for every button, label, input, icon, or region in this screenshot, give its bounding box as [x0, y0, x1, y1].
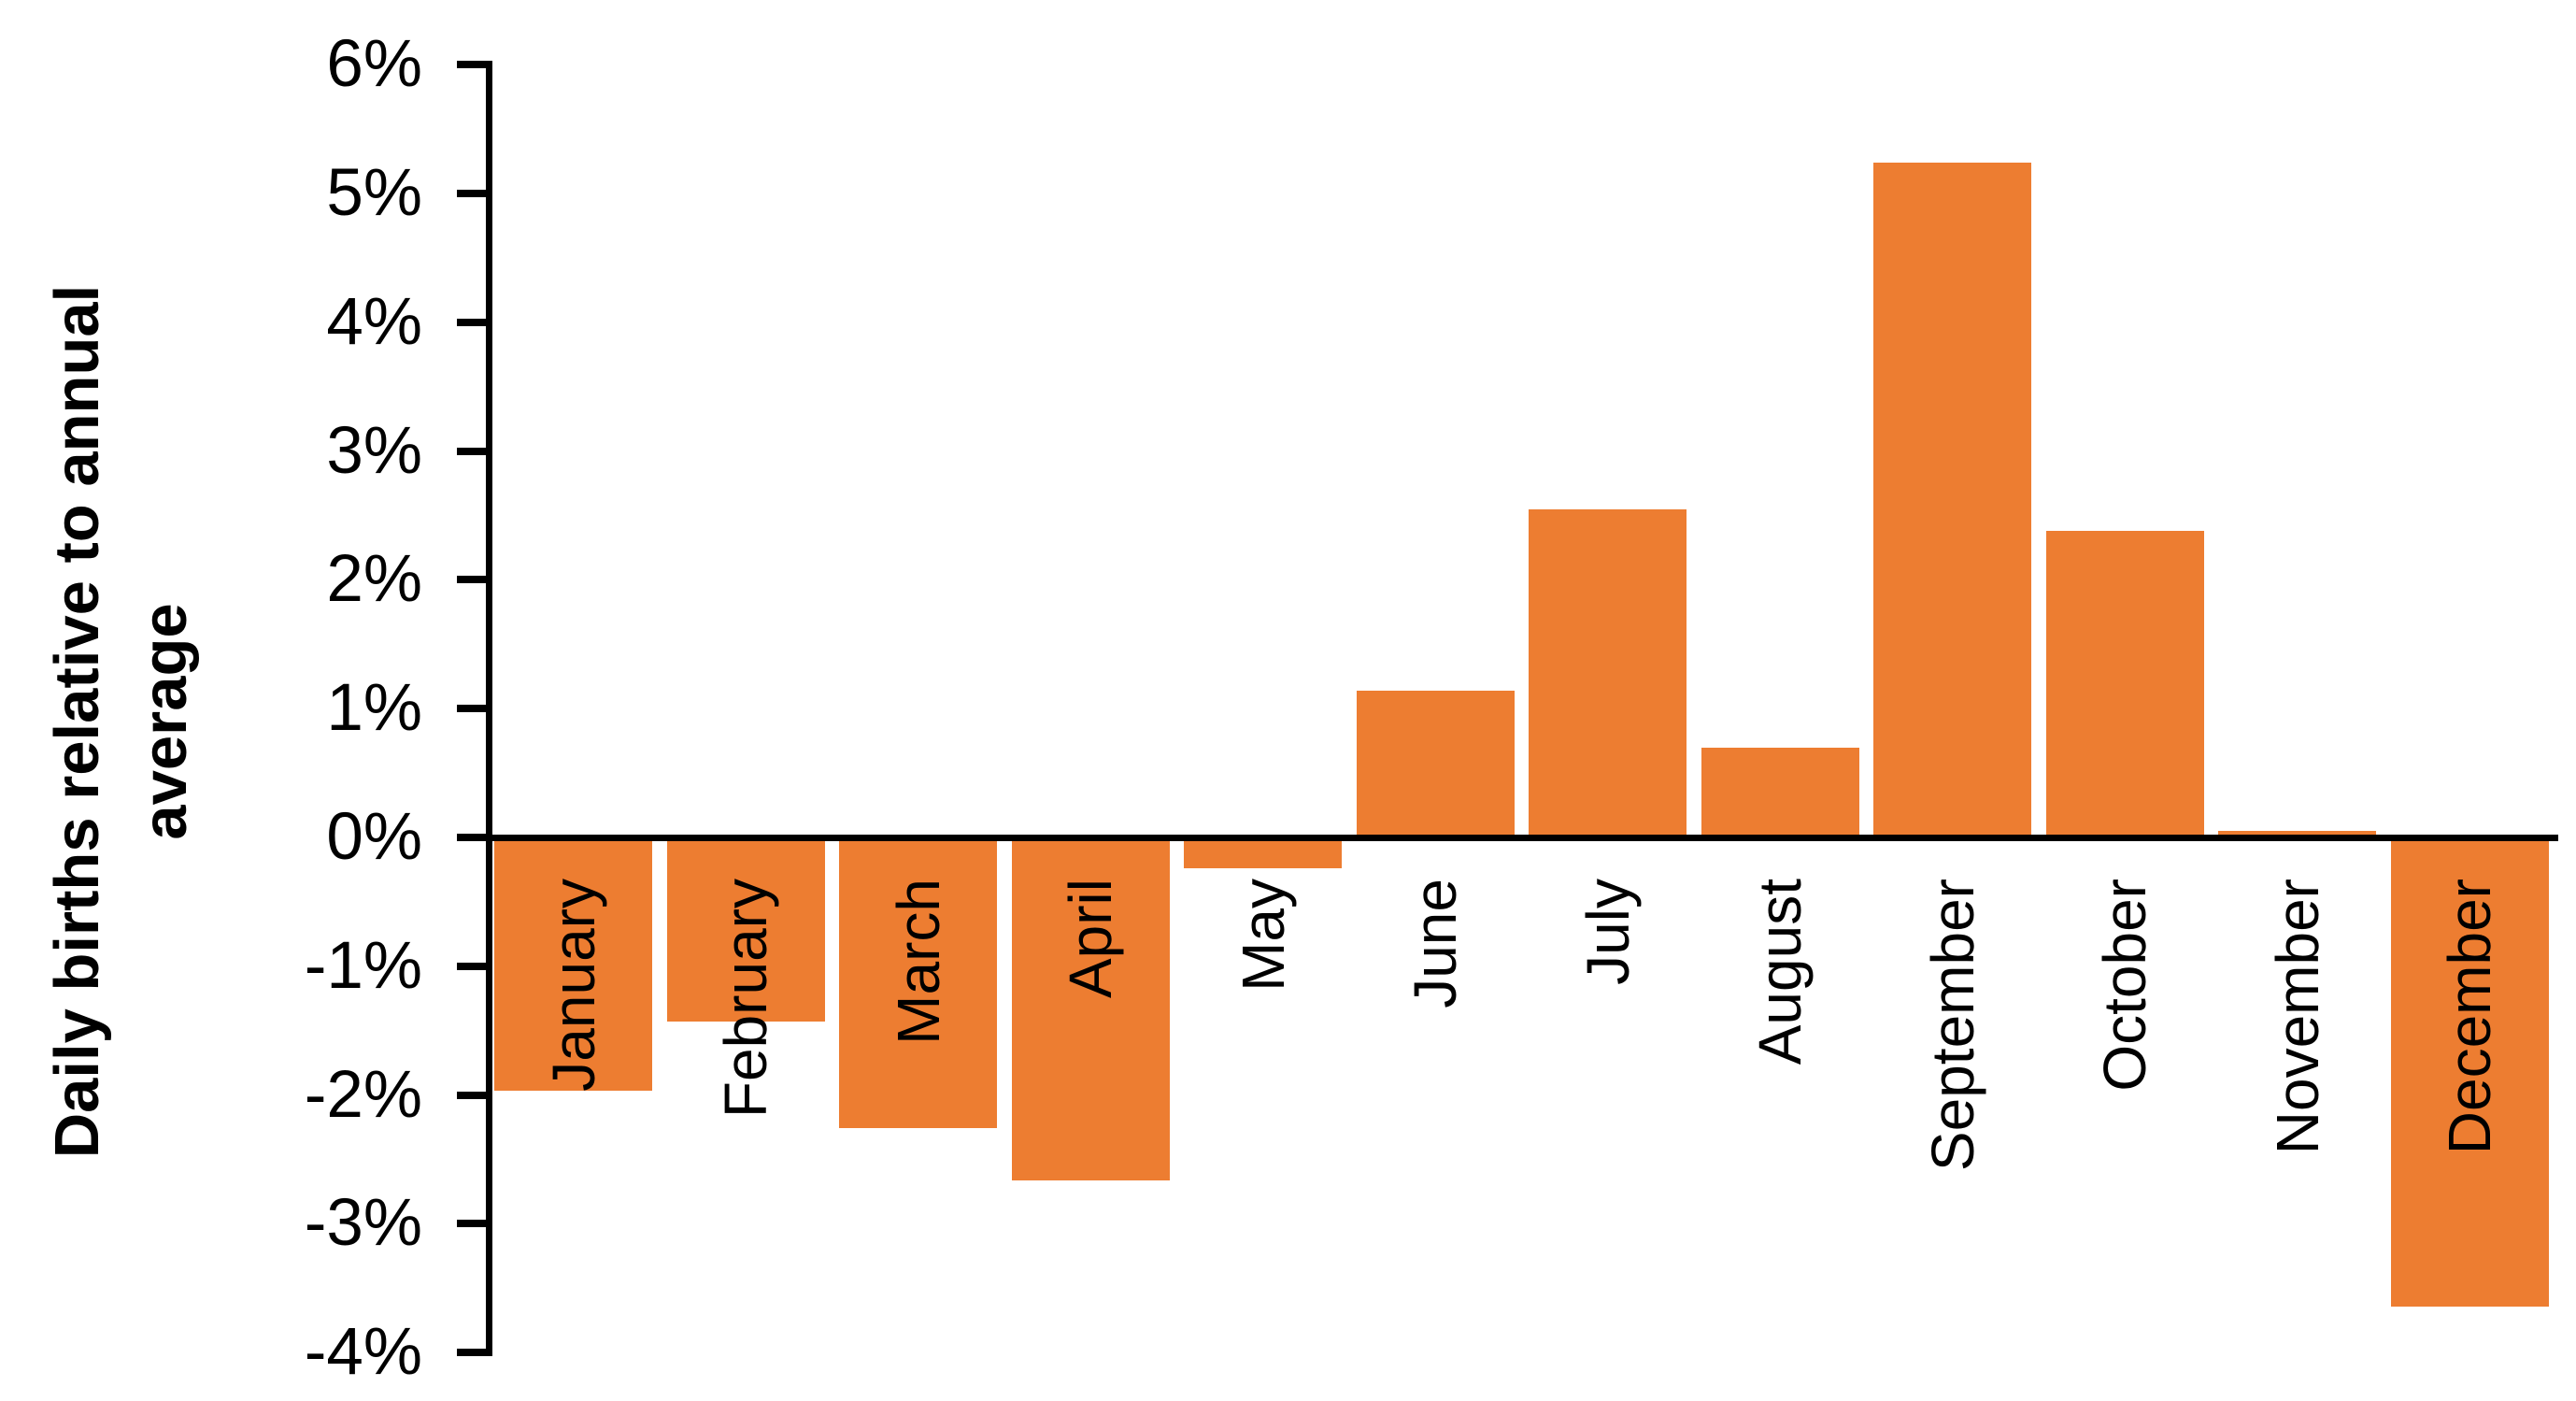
- y-tick-label-neg4pct: -4%: [304, 1315, 422, 1390]
- y-tick-label-neg2pct: -2%: [304, 1057, 422, 1132]
- y-tick-label-3pct: 3%: [326, 413, 422, 488]
- y-tick-6pct: [457, 61, 486, 69]
- y-tick-label-0pct: 0%: [326, 800, 422, 874]
- zero-baseline: [486, 835, 2558, 841]
- y-tick-neg2pct: [457, 1091, 486, 1099]
- x-label-december: December: [2436, 879, 2503, 1155]
- bar-march: [839, 837, 997, 1129]
- y-tick-2pct: [457, 576, 486, 584]
- y-tick-3pct: [457, 447, 486, 455]
- y-tick-5pct: [457, 190, 486, 197]
- bar-january: [494, 837, 652, 1092]
- y-tick-4pct: [457, 318, 486, 326]
- y-tick-label-neg3pct: -3%: [304, 1186, 422, 1261]
- y-tick-label-4pct: 4%: [326, 284, 422, 359]
- y-tick-label-5pct: 5%: [326, 156, 422, 230]
- bar-november: [2218, 831, 2376, 837]
- bar-august: [1701, 747, 1859, 837]
- bar-december: [2390, 837, 2549, 1307]
- x-label-june: June: [1402, 879, 1469, 1008]
- bar-april: [1011, 837, 1170, 1180]
- x-label-may: May: [1229, 879, 1297, 992]
- x-label-february: February: [712, 879, 779, 1119]
- x-label-january: January: [539, 879, 607, 1092]
- x-label-july: July: [1573, 879, 1642, 985]
- y-axis-title-line1: Daily births relative to annual: [42, 284, 112, 1159]
- y-tick-neg4pct: [457, 1349, 486, 1357]
- y-axis-title: Daily births relative to annual average: [34, 285, 209, 1159]
- y-tick-label-2pct: 2%: [326, 542, 422, 617]
- y-tick-neg3pct: [457, 1220, 486, 1228]
- x-label-august: August: [1746, 879, 1814, 1065]
- y-tick-label-6pct: 6%: [326, 27, 422, 102]
- x-label-october: October: [2091, 879, 2158, 1092]
- bar-may: [1184, 837, 1342, 869]
- y-tick-label-1pct: 1%: [326, 671, 422, 746]
- bar-september: [1873, 162, 2031, 837]
- bar-october: [2045, 531, 2204, 837]
- bar-july: [1529, 508, 1686, 837]
- y-tick-neg1pct: [457, 962, 486, 970]
- y-axis-line: [486, 61, 492, 1357]
- x-label-april: April: [1057, 879, 1124, 999]
- x-label-september: September: [1918, 879, 1986, 1172]
- x-label-march: March: [884, 879, 952, 1045]
- y-tick-0pct: [457, 834, 486, 841]
- y-tick-label-neg1pct: -1%: [304, 928, 422, 1003]
- y-axis-title-line2: average: [130, 603, 200, 840]
- x-label-november: November: [2263, 879, 2331, 1155]
- bar-february: [666, 837, 825, 1022]
- y-tick-1pct: [457, 705, 486, 713]
- bar-june: [1356, 690, 1515, 837]
